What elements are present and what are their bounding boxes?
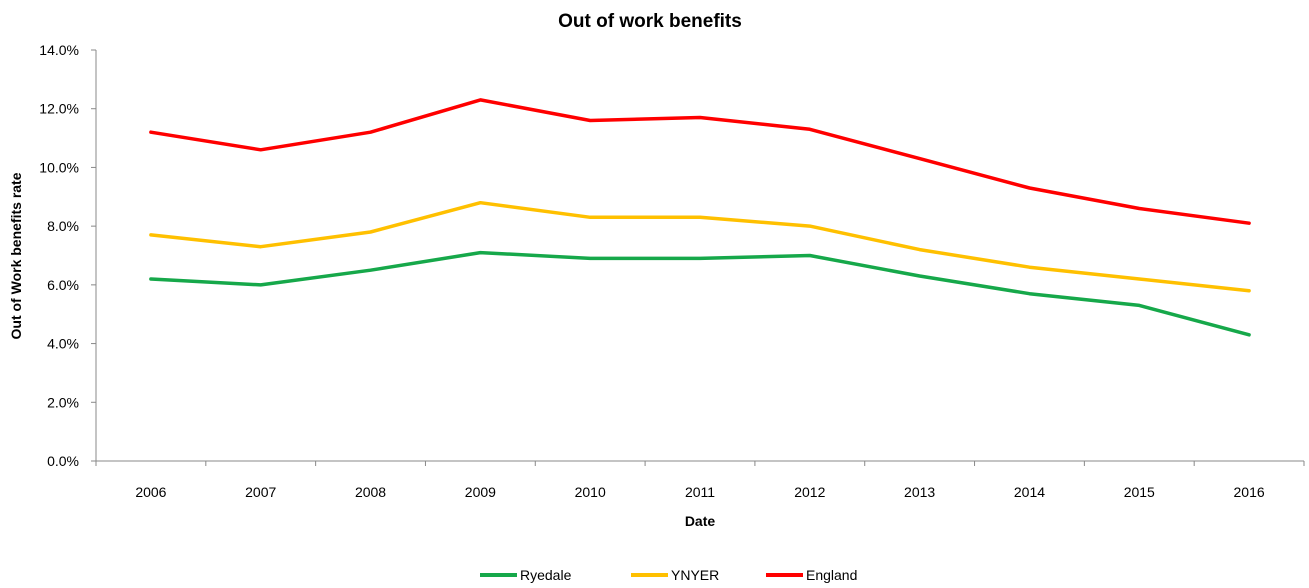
legend-label-ryedale: Ryedale	[520, 567, 572, 583]
series-line-england	[149, 98, 1251, 225]
series-line-ryedale	[149, 250, 1251, 337]
x-tick-label: 2006	[135, 484, 166, 500]
y-tick-label: 6.0%	[47, 277, 79, 293]
x-tick-label: 2007	[245, 484, 276, 500]
x-tick-label: 2012	[794, 484, 825, 500]
x-tick-label: 2013	[904, 484, 935, 500]
x-tick-label: 2008	[355, 484, 386, 500]
series-line-ynyer	[149, 200, 1251, 293]
x-tick-label: 2014	[1014, 484, 1045, 500]
legend-label-ynyer: YNYER	[671, 567, 719, 583]
x-tick-label: 2010	[575, 484, 606, 500]
chart-title: Out of work benefits	[558, 11, 742, 32]
y-tick-label: 10.0%	[39, 159, 79, 175]
y-tick-label: 8.0%	[47, 218, 79, 234]
y-tick-label: 12.0%	[39, 101, 79, 117]
x-tick-label: 2015	[1124, 484, 1155, 500]
x-tick-label: 2011	[685, 484, 715, 500]
x-tick-label: 2016	[1234, 484, 1265, 500]
y-tick-label: 4.0%	[47, 336, 79, 352]
x-tick-label: 2009	[465, 484, 496, 500]
y-tick-label: 0.0%	[47, 453, 79, 469]
y-tick-label: 2.0%	[47, 394, 79, 410]
legend: Ryedale YNYER England	[480, 567, 857, 583]
y-tick-label: 14.0%	[39, 42, 79, 58]
y-axis-label: Out of Work benefits rate	[8, 172, 24, 339]
legend-label-england: England	[806, 567, 857, 583]
x-axis-label: Date	[685, 513, 716, 529]
axes: 0.0% 2.0% 4.0% 6.0% 8.0% 10.0% 12.0% 14.0% 2006 2…	[39, 42, 1305, 500]
series-lines	[149, 98, 1251, 337]
